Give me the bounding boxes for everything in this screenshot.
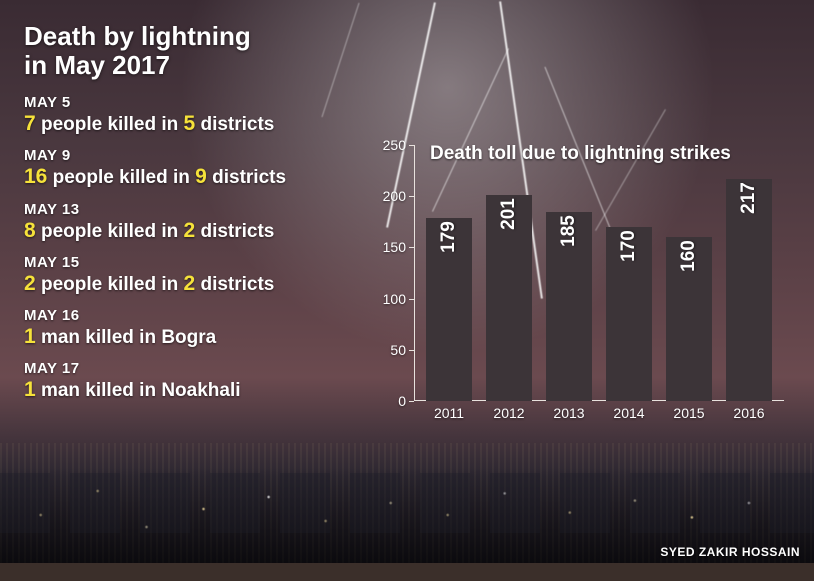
- chart-y-tick-label: 200: [360, 188, 406, 204]
- incident-date: MAY 16: [24, 307, 354, 324]
- chart-x-tick-label: 2011: [434, 405, 464, 421]
- incident-text: districts: [207, 167, 286, 188]
- incident-number: 16: [24, 165, 47, 188]
- incident-text: districts: [195, 221, 274, 242]
- bottom-border: [0, 563, 814, 581]
- incident-text: districts: [195, 274, 274, 295]
- infographic-canvas: Death by lightning in May 2017 MAY 57 pe…: [0, 0, 814, 581]
- incident-number: 2: [184, 219, 196, 242]
- incident-text: people killed in: [36, 221, 184, 242]
- death-toll-chart: Death toll due to lightning strikes 0501…: [360, 145, 790, 425]
- headline-line1: Death by lightning: [24, 21, 251, 51]
- incident-number: 8: [24, 219, 36, 242]
- incident-date: MAY 17: [24, 360, 354, 377]
- chart-bar-value: 170: [618, 230, 640, 262]
- incident-date: MAY 9: [24, 147, 354, 164]
- chart-bar-value: 217: [738, 182, 760, 214]
- chart-x-tick-label: 2016: [733, 405, 764, 421]
- incident-number: 2: [184, 272, 196, 295]
- incident-text: people killed in: [36, 114, 184, 135]
- incidents-column: Death by lightning in May 2017 MAY 57 pe…: [24, 22, 354, 404]
- incident-text: people killed in: [47, 167, 195, 188]
- chart-y-tick-label: 250: [360, 137, 406, 153]
- chart-y-tick-label: 100: [360, 291, 406, 307]
- incidents-list: MAY 57 people killed in 5 districts MAY 9…: [24, 94, 354, 404]
- chart-x-tick-label: 2015: [673, 405, 704, 421]
- chart-x-tick-label: 2013: [553, 405, 584, 421]
- incident-text: man killed in Noakhali: [36, 380, 241, 401]
- incident-text: people killed in: [36, 274, 184, 295]
- incident-line: 16 people killed in 9 districts: [24, 164, 354, 190]
- chart-y-tick-label: 50: [360, 342, 406, 358]
- incident-line: 1 man killed in Bogra: [24, 324, 354, 350]
- chart-x-tick-label: 2012: [493, 405, 524, 421]
- chart-bar-value: 201: [498, 198, 520, 230]
- incident-date: MAY 13: [24, 201, 354, 218]
- chart-bar-value: 160: [678, 240, 700, 272]
- chart-bar: 179: [426, 218, 472, 401]
- incident-line: 8 people killed in 2 districts: [24, 218, 354, 244]
- chart-y-tick-label: 0: [360, 393, 406, 409]
- chart-bar-value: 185: [558, 215, 580, 247]
- incident-number: 1: [24, 378, 36, 401]
- chart-bar: 217: [726, 179, 772, 401]
- incident-date: MAY 5: [24, 94, 354, 111]
- chart-x-tick-label: 2014: [613, 405, 644, 421]
- headline-line2: in May 2017: [24, 50, 170, 80]
- incident-date: MAY 15: [24, 254, 354, 271]
- incident-number: 9: [195, 165, 207, 188]
- chart-bars: 179 201 185 170 160 217: [414, 145, 784, 401]
- incident-line: 2 people killed in 2 districts: [24, 271, 354, 297]
- chart-y-tick: [409, 401, 414, 402]
- incident-line: 7 people killed in 5 districts: [24, 111, 354, 137]
- photo-credit: SYED ZAKIR HOSSAIN: [660, 545, 800, 559]
- incident-number: 2: [24, 272, 36, 295]
- chart-bar: 201: [486, 195, 532, 401]
- chart-y-tick-label: 150: [360, 239, 406, 255]
- incident-number: 1: [24, 325, 36, 348]
- incident-text: man killed in Bogra: [36, 327, 217, 348]
- chart-bar: 170: [606, 227, 652, 401]
- chart-bar-value: 179: [438, 221, 460, 253]
- incident-number: 5: [184, 112, 196, 135]
- incident-text: districts: [195, 114, 274, 135]
- headline: Death by lightning in May 2017: [24, 22, 354, 80]
- chart-bar: 160: [666, 237, 712, 401]
- chart-plot: 179 201 185 170 160 217: [414, 145, 784, 401]
- incident-line: 1 man killed in Noakhali: [24, 377, 354, 403]
- chart-bar: 185: [546, 212, 592, 401]
- incident-number: 7: [24, 112, 36, 135]
